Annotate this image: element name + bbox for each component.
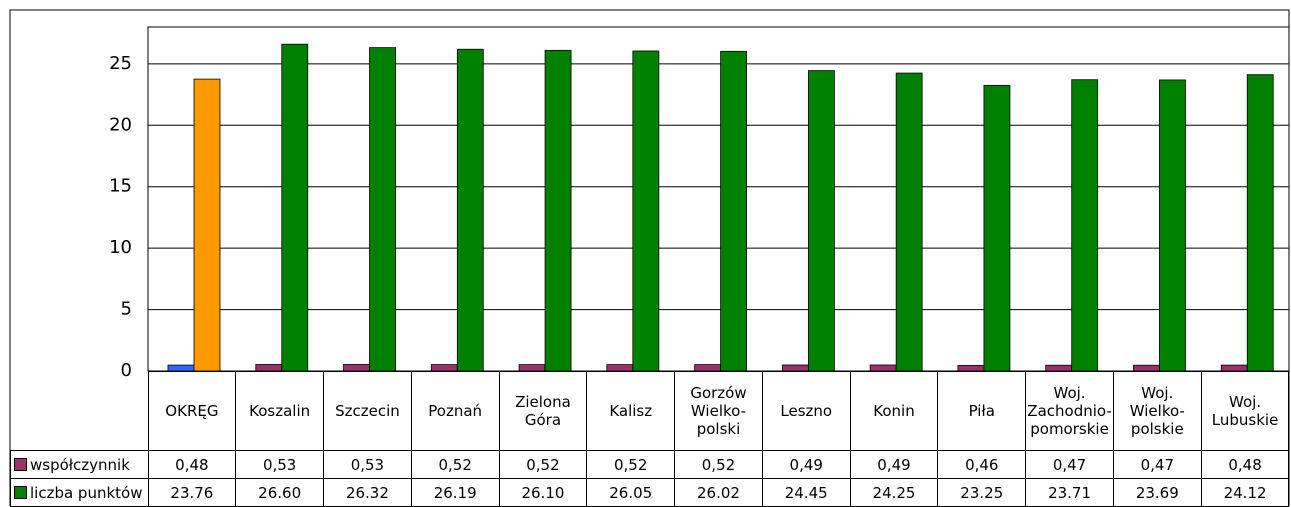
- y-tick-label: 25: [109, 53, 132, 74]
- category-label: Leszno: [761, 371, 851, 451]
- corner-cell: [10, 371, 149, 451]
- bar: [720, 50, 748, 372]
- category-label: Gorzów Wielko- polski: [674, 371, 763, 451]
- legend-entry: współczynnik: [10, 450, 149, 479]
- data-label: 0,48: [1200, 450, 1290, 479]
- data-label: 0,52: [410, 450, 500, 479]
- data-label: 26.05: [586, 478, 676, 507]
- category-label: Poznań: [410, 371, 500, 451]
- category-label: Kalisz: [586, 371, 676, 451]
- data-label: 23.25: [937, 478, 1027, 507]
- legend-label: współczynnik: [30, 455, 130, 474]
- bar: [369, 47, 396, 372]
- data-label: 0,49: [849, 450, 939, 479]
- data-label: 0,52: [674, 450, 763, 479]
- category-label: Zielona Góra: [498, 371, 588, 451]
- series-row: liczba punktów 23.76 26.60 26.32 26.19 26.10 2…: [10, 478, 1290, 507]
- bar: [456, 48, 484, 372]
- y-tick-label: 0: [121, 360, 132, 381]
- data-label: 26.32: [323, 478, 412, 507]
- series-row: współczynnik 0,48 0,53 0,53 0,52 0,52 0,52 0,52…: [10, 450, 1290, 479]
- y-tick-label: 5: [121, 299, 132, 320]
- category-label: Piła: [937, 371, 1027, 451]
- data-label: 0,52: [586, 450, 676, 479]
- bar: [1159, 79, 1186, 372]
- data-label: 26.60: [235, 478, 325, 507]
- data-label: 26.02: [674, 478, 763, 507]
- bar: [632, 50, 660, 372]
- header-row: OKRĘG Koszalin Szczecin Poznań Zielona Góra K…: [10, 371, 1290, 451]
- bar: [895, 72, 923, 372]
- legend-swatch: [14, 457, 27, 471]
- category-label: OKRĘG: [147, 371, 237, 451]
- legend-entry: liczba punktów: [10, 478, 149, 507]
- data-label: 0,47: [1112, 450, 1202, 479]
- category-label: Woj. Zachodnio- pomorskie: [1025, 371, 1114, 451]
- data-label: 0,52: [498, 450, 588, 479]
- plot-area: [147, 26, 1290, 372]
- data-table: OKRĘG Koszalin Szczecin Poznań Zielona Góra K…: [10, 371, 1290, 507]
- data-label: 26.19: [410, 478, 500, 507]
- data-label: 0,47: [1025, 450, 1114, 479]
- bar: [1071, 79, 1099, 372]
- y-tick-label: 20: [109, 114, 132, 135]
- y-tick-label: 15: [109, 176, 132, 197]
- category-label: Szczecin: [323, 371, 412, 451]
- data-label: 0,46: [937, 450, 1027, 479]
- bar: [807, 70, 835, 372]
- data-label: 0,49: [761, 450, 851, 479]
- data-label: 0,53: [323, 450, 412, 479]
- data-label: 23.76: [147, 478, 237, 507]
- category-label: Woj. Wielko- polskie: [1112, 371, 1202, 451]
- data-label: 26.10: [498, 478, 588, 507]
- data-label: 23.71: [1025, 478, 1114, 507]
- bar: [193, 78, 221, 372]
- legend-label: liczba punktów: [30, 483, 143, 502]
- legend-swatch: [14, 485, 27, 499]
- bar: [544, 49, 572, 372]
- category-label: Konin: [849, 371, 939, 451]
- data-label: 23.69: [1112, 478, 1202, 507]
- data-label: 24.25: [849, 478, 939, 507]
- data-label: 24.45: [761, 478, 851, 507]
- bar: [983, 84, 1011, 372]
- y-tick-label: 10: [109, 237, 132, 258]
- category-label: Koszalin: [235, 371, 325, 451]
- data-label: 24.12: [1200, 478, 1290, 507]
- bar: [281, 43, 309, 372]
- data-label: 0,48: [147, 450, 237, 479]
- category-label: Woj. Lubuskie: [1200, 371, 1290, 451]
- bar: [1246, 74, 1274, 372]
- data-label: 0,53: [235, 450, 325, 479]
